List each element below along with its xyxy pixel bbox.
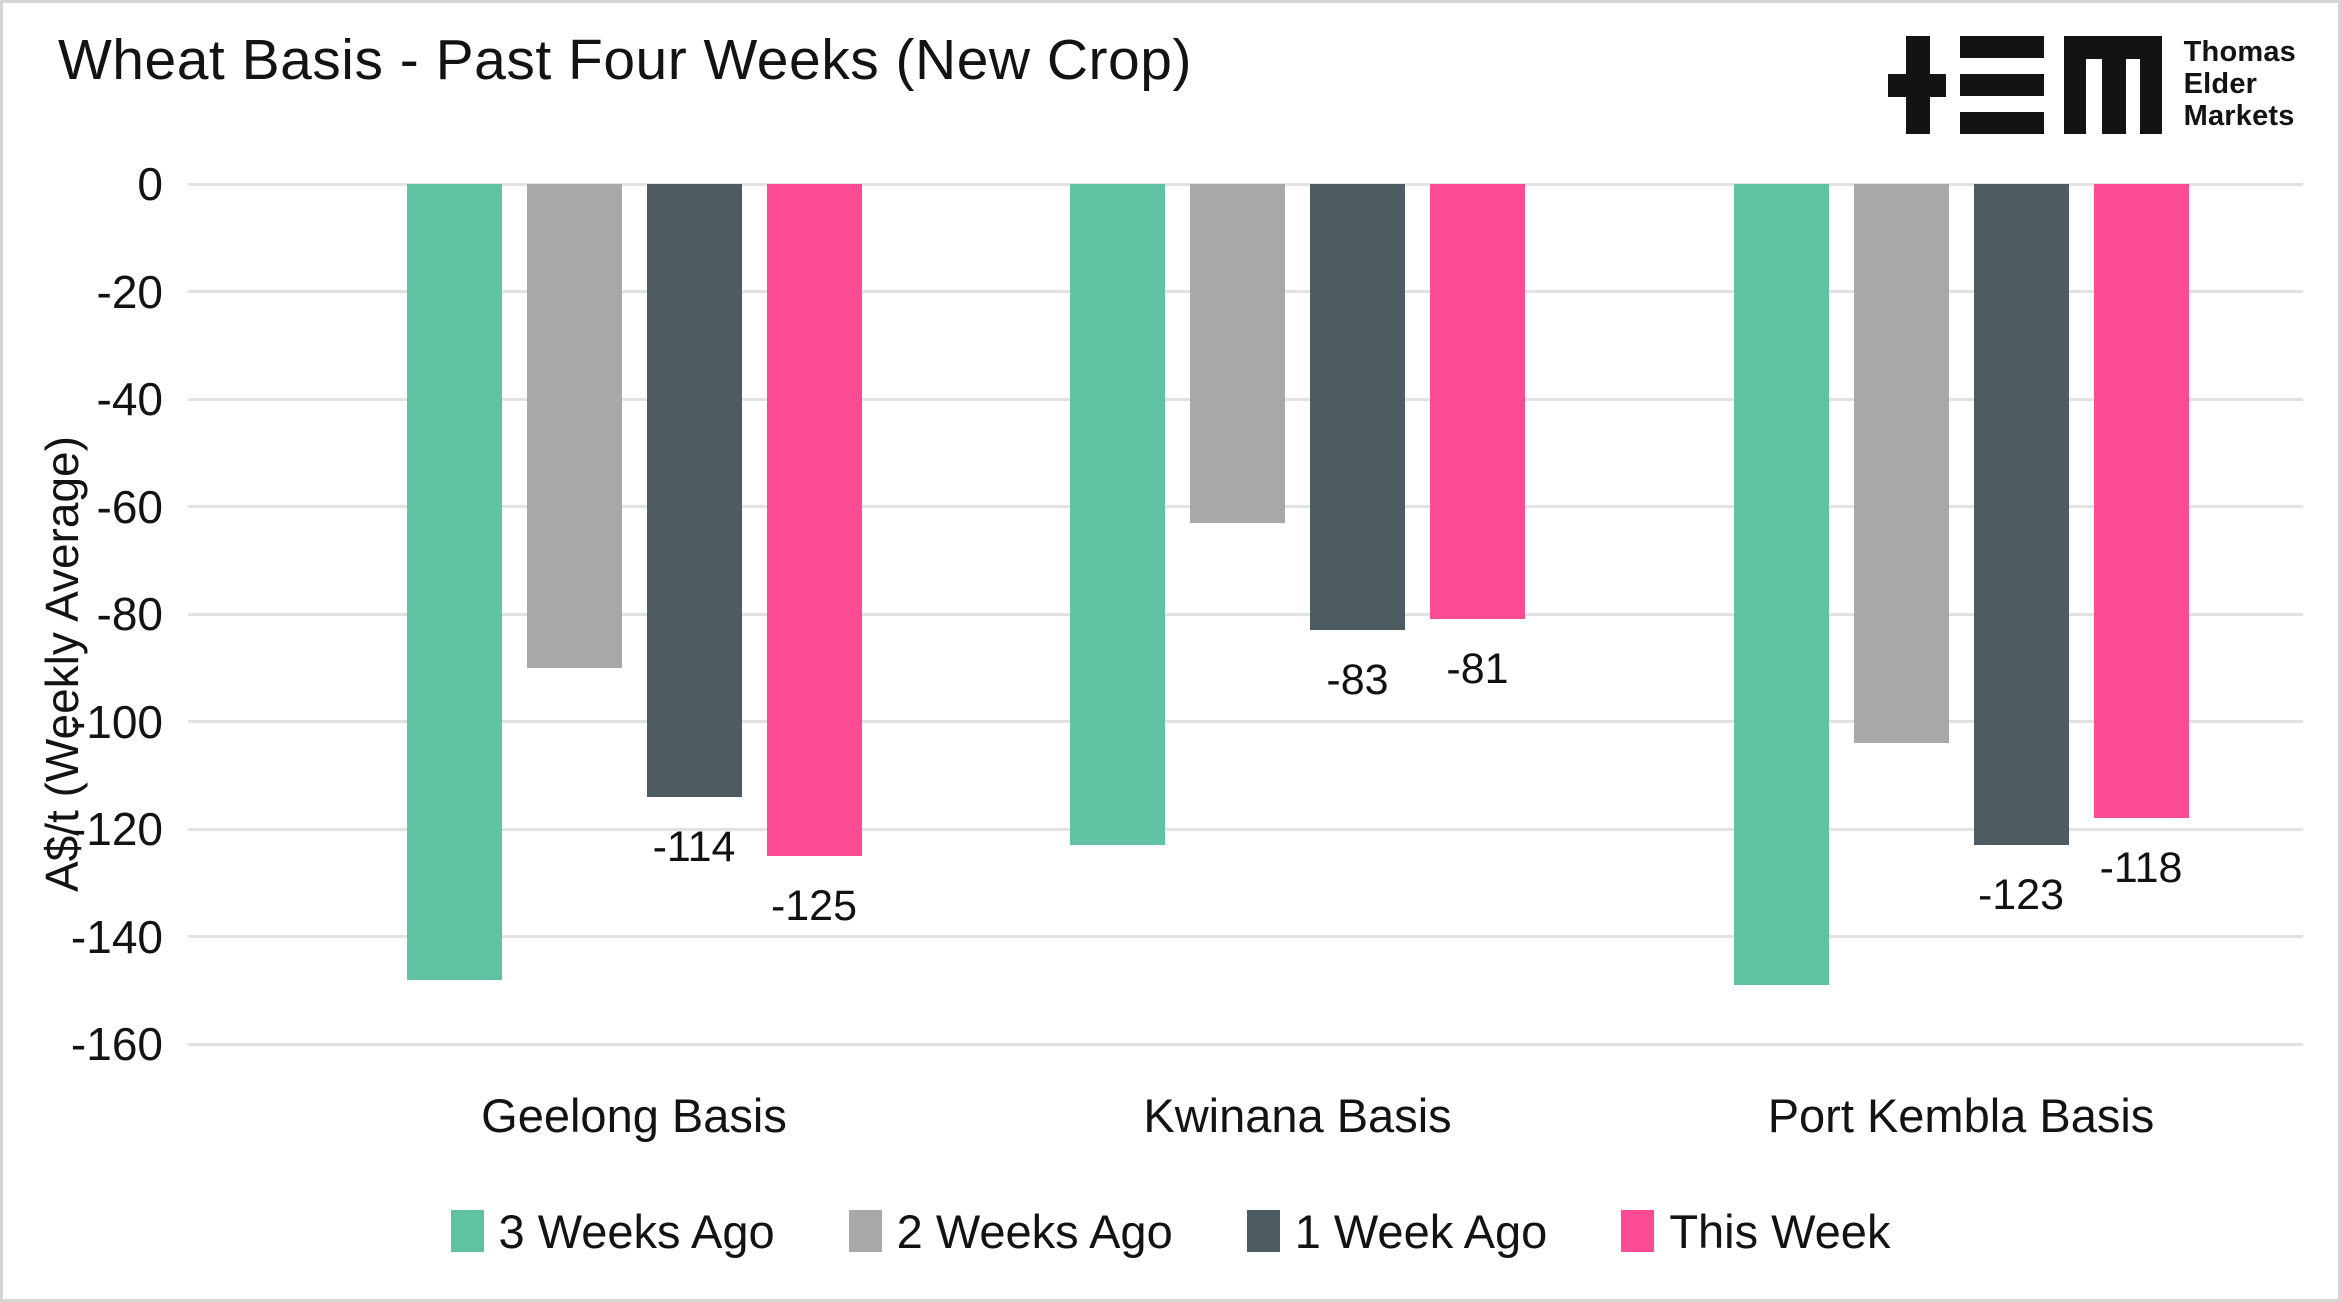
m-glyph [2063, 36, 2162, 134]
legend-label: This Week [1669, 1204, 1891, 1258]
logo-text-line: Markets [2183, 100, 2295, 132]
bar-this-week-geelong-basis [766, 184, 862, 856]
legend-swatch-3-weeks-ago [450, 1210, 484, 1252]
bar-3-weeks-ago-port-kembla-basis [1733, 184, 1829, 985]
category-label-kwinana-basis: Kwinana Basis [1143, 1089, 1452, 1142]
bar-2-weeks-ago-port-kembla-basis [1853, 184, 1949, 743]
data-label-1-week-ago-geelong-basis: -114 [652, 822, 736, 871]
legend-item-3-weeks-ago: 3 Weeks Ago [450, 1204, 775, 1259]
bar-1-week-ago-port-kembla-basis [1973, 184, 2069, 846]
data-label-this-week-geelong-basis: -125 [770, 881, 858, 930]
bar-slot: -83 [1310, 184, 1405, 845]
legend-label: 3 Weeks Ago [498, 1204, 775, 1258]
plot-area: -114 -125 -83 -81 -123 -118 [188, 182, 2303, 1046]
legend-swatch-1-week-ago [1246, 1210, 1280, 1252]
bar-2-weeks-ago-geelong-basis [526, 184, 622, 668]
legend-label: 1 Week Ago [1294, 1204, 1548, 1258]
gridline [188, 1042, 2303, 1046]
y-axis-tick-label: -20 [96, 265, 163, 318]
bar-slot: -123 [1973, 184, 2069, 985]
thomas-elder-markets-logo: Thomas Elder Markets [1887, 36, 2296, 134]
y-axis-tick-label: -160 [70, 1018, 163, 1070]
legend-label: 2 Weeks Ago [896, 1204, 1173, 1258]
bar-1-week-ago-geelong-basis [646, 184, 742, 797]
plus-glyph [1887, 36, 1946, 134]
gridline [188, 827, 2303, 831]
y-axis-tick-label: -100 [70, 695, 163, 748]
bar-group-kwinana-basis: -83 -81 [1070, 184, 1525, 846]
logo-text-line: Elder [2183, 68, 2258, 100]
category-label-port-kembla-basis: Port Kembla Basis [1767, 1089, 2155, 1142]
gridline [188, 935, 2303, 938]
legend-item-2-weeks-ago: 2 Weeks Ago [848, 1204, 1173, 1259]
bar-slot [1853, 184, 1949, 985]
gridline [188, 720, 2303, 723]
y-axis-ticks: 0 -20 -40 -60 -80 -100 -120 -140 -160 [3, 158, 163, 1070]
data-label-this-week-port-kembla-basis: -118 [2099, 844, 2183, 893]
bar-this-week-port-kembla-basis [2093, 184, 2189, 819]
bar-slot [526, 184, 622, 980]
bar-slot [1070, 184, 1165, 846]
logo-text-line: Thomas [2183, 36, 2296, 68]
bar-3-weeks-ago-geelong-basis [406, 184, 502, 980]
y-axis-tick-label: -60 [96, 480, 163, 533]
bar-slot [1733, 184, 1829, 985]
bar-3-weeks-ago-kwinana-basis [1070, 184, 1165, 846]
bar-slot: -114 [646, 184, 742, 980]
gridline [188, 612, 2303, 616]
tem-logo-mark [1887, 36, 2162, 134]
y-axis-tick-label: 0 [137, 158, 163, 210]
bar-slot: -81 [1430, 184, 1525, 845]
bar-group-geelong-basis: -114 -125 [406, 184, 862, 980]
legend-swatch-this-week [1621, 1210, 1655, 1252]
three-bars-glyph [1959, 36, 2044, 134]
logo-text: Thomas Elder Markets [2184, 36, 2296, 132]
data-label-1-week-ago-kwinana-basis: -83 [1326, 656, 1389, 705]
category-label-geelong-basis: Geelong Basis [481, 1089, 787, 1142]
legend-swatch-2-weeks-ago [848, 1210, 882, 1252]
bar-this-week-kwinana-basis [1430, 184, 1525, 620]
chart-title: Wheat Basis - Past Four Weeks (New Crop) [58, 28, 1192, 92]
bar-slot [406, 184, 502, 980]
y-axis-tick-label: -140 [70, 910, 163, 963]
bar-1-week-ago-kwinana-basis [1310, 184, 1405, 631]
y-axis-tick-label: -120 [70, 803, 163, 855]
chart-legend: 3 Weeks Ago 2 Weeks Ago 1 Week Ago This Wee… [3, 1201, 2338, 1261]
data-label-1-week-ago-port-kembla-basis: -123 [1977, 871, 2065, 920]
bar-group-port-kembla-basis: -123 -118 [1733, 184, 2189, 985]
bar-slot: -118 [2093, 184, 2189, 985]
data-label-this-week-kwinana-basis: -81 [1446, 645, 1509, 694]
y-axis-tick-label: -40 [96, 373, 163, 425]
bar-slot: -125 [766, 184, 862, 980]
legend-item-this-week: This Week [1621, 1204, 1890, 1259]
bar-slot [1190, 184, 1285, 845]
y-axis-tick-label: -80 [96, 588, 163, 640]
legend-item-1-week-ago: 1 Week Ago [1246, 1204, 1548, 1259]
bar-2-weeks-ago-kwinana-basis [1190, 184, 1285, 523]
